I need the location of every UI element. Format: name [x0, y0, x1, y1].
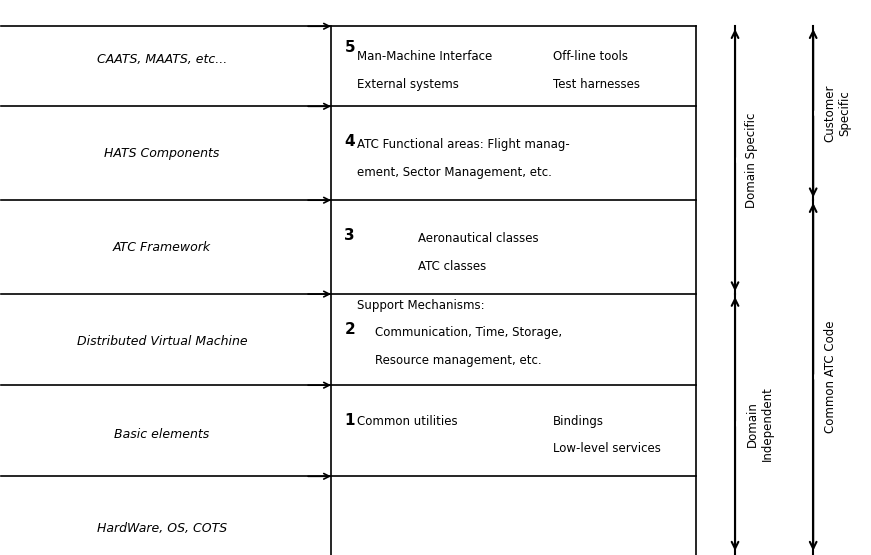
Text: External systems: External systems	[357, 78, 459, 90]
Text: Basic elements: Basic elements	[114, 428, 210, 441]
Text: ement, Sector Management, etc.: ement, Sector Management, etc.	[357, 166, 552, 179]
Text: Low-level services: Low-level services	[553, 442, 660, 455]
Text: Aeronautical classes: Aeronautical classes	[418, 233, 539, 245]
Text: Man-Machine Interface: Man-Machine Interface	[357, 50, 493, 63]
Text: Resource management, etc.: Resource management, etc.	[375, 354, 542, 367]
Text: Test harnesses: Test harnesses	[553, 78, 639, 90]
Text: 1: 1	[344, 413, 354, 428]
Text: Bindings: Bindings	[553, 415, 604, 427]
Text: Common utilities: Common utilities	[357, 415, 458, 427]
Text: Support Mechanisms:: Support Mechanisms:	[357, 299, 485, 311]
Text: 3: 3	[344, 228, 355, 243]
Text: CAATS, MAATS, etc...: CAATS, MAATS, etc...	[97, 53, 227, 66]
Text: ATC classes: ATC classes	[418, 260, 486, 273]
Text: Distributed Virtual Machine: Distributed Virtual Machine	[77, 335, 247, 347]
Text: Off-line tools: Off-line tools	[553, 50, 628, 63]
Text: Domain Specific: Domain Specific	[746, 113, 759, 208]
Text: Customer
Specific: Customer Specific	[824, 84, 852, 142]
Text: Communication, Time, Storage,: Communication, Time, Storage,	[375, 326, 562, 339]
Text: 5: 5	[344, 40, 355, 55]
Text: Common ATC Code: Common ATC Code	[824, 321, 836, 433]
Text: ATC Framework: ATC Framework	[113, 241, 211, 254]
Text: Domain
Independent: Domain Independent	[746, 386, 773, 461]
Text: HATS Components: HATS Components	[105, 147, 219, 160]
Text: HardWare, OS, COTS: HardWare, OS, COTS	[97, 522, 227, 535]
Text: 2: 2	[344, 322, 355, 337]
Text: ATC Functional areas: Flight manag-: ATC Functional areas: Flight manag-	[357, 138, 571, 152]
Text: 4: 4	[344, 134, 355, 149]
